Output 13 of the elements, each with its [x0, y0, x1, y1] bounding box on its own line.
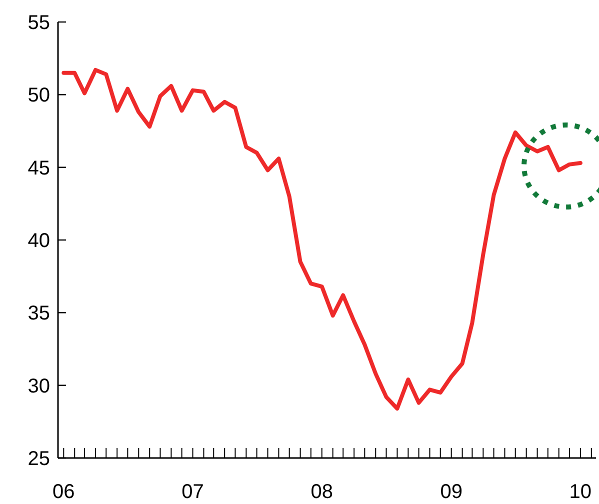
x-tick-label: 07 — [182, 481, 204, 503]
x-tick-label: 08 — [310, 481, 333, 503]
x-tick-label: 10 — [569, 481, 592, 503]
line-series — [62, 68, 582, 411]
x-tick-label: 06 — [52, 481, 75, 503]
y-tick-label: 35 — [28, 302, 50, 325]
y-tick-label: 40 — [28, 230, 50, 252]
y-tick-label: 50 — [28, 84, 50, 107]
y-tick-label: 25 — [28, 448, 50, 470]
x-tick-label: 09 — [440, 481, 462, 503]
y-tick-label: 30 — [28, 375, 50, 398]
y-tick-label: 45 — [28, 157, 50, 180]
y-tick-label: 55 — [28, 12, 50, 34]
